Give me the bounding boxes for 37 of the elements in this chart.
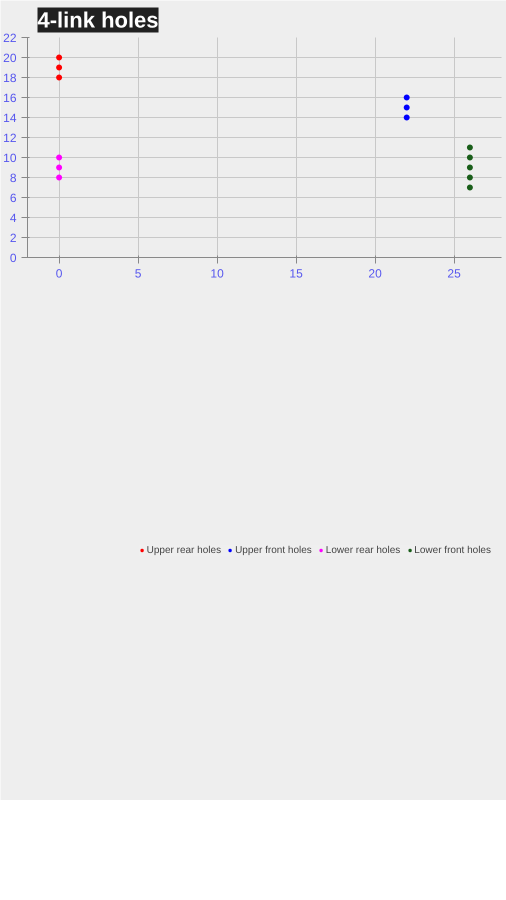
y-tick-label: 6 [10, 191, 17, 205]
y-tick-label: 12 [3, 131, 17, 145]
x-tick-label: 25 [447, 266, 462, 280]
legend-label: Lower rear holes [326, 544, 400, 556]
y-tick-label: 2 [10, 231, 17, 245]
x-tick-label: 15 [289, 266, 304, 280]
point [466, 154, 473, 160]
point [56, 174, 62, 180]
x-tick-label: 20 [368, 266, 382, 280]
point [404, 114, 410, 120]
point [56, 154, 62, 160]
y-tick-label: 14 [3, 111, 17, 125]
y-tick-label: 22 [3, 31, 17, 45]
point [466, 184, 473, 190]
point [466, 144, 473, 150]
point [56, 164, 62, 170]
x-tick-label: 5 [134, 266, 142, 280]
y-tick-label: 20 [3, 51, 17, 65]
point [404, 104, 410, 110]
point [56, 74, 62, 80]
x-tick-label: 0 [56, 266, 63, 280]
point [466, 174, 473, 180]
y-tick-label: 8 [10, 171, 17, 185]
x-tick-label: 10 [210, 266, 224, 280]
y-tick-label: 0 [10, 251, 17, 265]
y-tick-label: 18 [3, 71, 17, 85]
chart-title: 4-link holes [38, 8, 159, 32]
legend-label: Lower front holes [414, 544, 491, 556]
legend-label: Upper rear holes [146, 544, 222, 556]
y-tick-label: 4 [10, 211, 17, 225]
point [404, 94, 410, 100]
point [56, 54, 62, 60]
point [466, 164, 473, 170]
point [56, 64, 62, 70]
y-tick-label: 16 [3, 91, 17, 105]
legend-label: Upper front holes [235, 544, 312, 556]
y-tick-label: 10 [3, 151, 17, 165]
